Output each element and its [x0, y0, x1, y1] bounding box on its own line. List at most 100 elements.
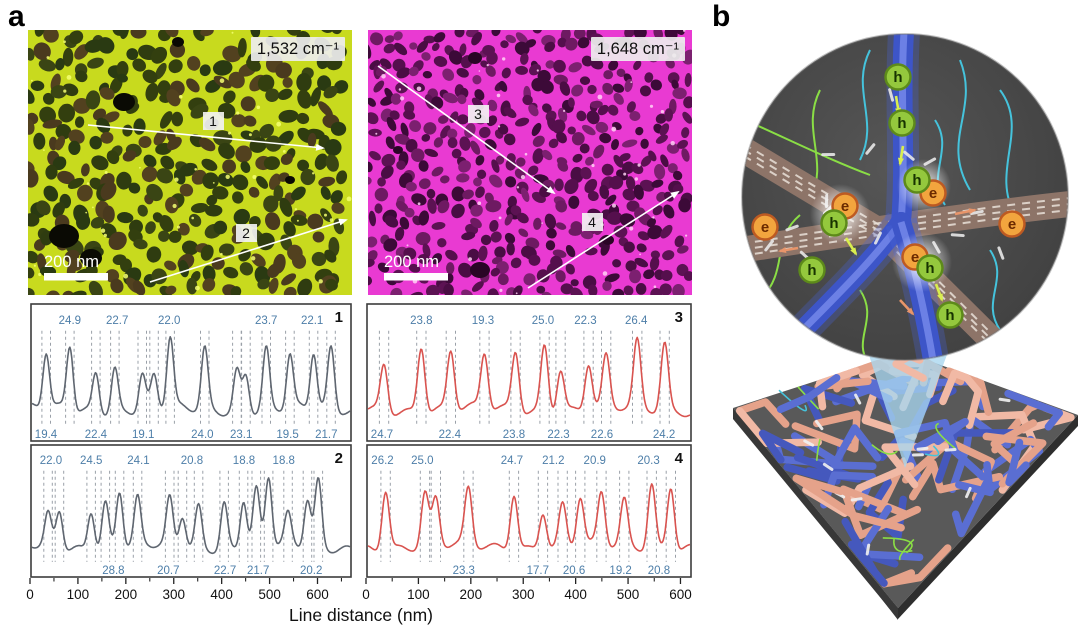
profile-line	[367, 483, 691, 552]
spacing-label: 23.7	[255, 315, 277, 327]
svg-text:e: e	[841, 198, 849, 215]
afm-image-1648: 3 4 200 nm 1,648 cm⁻¹	[368, 30, 692, 295]
svg-text:e: e	[911, 249, 919, 266]
x-tick-label: 100	[407, 587, 430, 602]
svg-text:1: 1	[209, 113, 217, 129]
spacing-label: 19.4	[35, 429, 58, 441]
scale-bar: 200 nm	[384, 253, 448, 281]
spacing-label: 22.0	[158, 315, 180, 327]
network-rods-front	[758, 352, 1064, 532]
wavenumber-label-1648: 1,648 cm⁻¹	[590, 37, 685, 61]
profile-line	[367, 336, 691, 418]
afm-texture-1532	[28, 30, 352, 295]
svg-text:h: h	[925, 260, 934, 277]
charge-flow-arrow	[778, 246, 799, 253]
spacing-label: 20.9	[584, 455, 606, 467]
x-tick-label: 200	[460, 587, 483, 602]
profile-chart-1: 24.9 22.7 22.0 23.7 22.1 19.4 22.4 19.1 24.0 23.1…	[30, 303, 352, 442]
spacing-label: 23.1	[230, 429, 252, 441]
spacing-label: 25.0	[532, 315, 554, 327]
spacing-label: 25.0	[411, 455, 433, 467]
x-tick-label: 200	[115, 587, 138, 602]
scale-bar-label: 200 nm	[44, 253, 99, 271]
wavenumber-label-1532: 1,532 cm⁻¹	[250, 37, 345, 61]
spacing-label: 22.4	[439, 429, 462, 441]
profile-line-arrow-3: 3	[377, 65, 556, 195]
profile-line-arrow-1: 1	[87, 112, 325, 151]
profile-line	[31, 477, 351, 555]
svg-text:h: h	[912, 172, 921, 189]
arrow-number-badge	[203, 112, 224, 130]
spacing-label: 24.7	[371, 429, 393, 441]
spacing-label: 24.5	[80, 455, 102, 467]
svg-text:4: 4	[588, 214, 596, 230]
svg-text:h: h	[897, 115, 906, 132]
spacing-label: 20.8	[648, 565, 670, 577]
charge-flow-arrow	[898, 145, 905, 166]
svg-text:3: 3	[474, 106, 482, 122]
chart-corner-label: 2	[335, 450, 343, 467]
spacing-label: 19.1	[132, 429, 154, 441]
afm-overlay-1532: 1 2 200 nm	[44, 112, 348, 283]
panel-b-label: b	[712, 0, 731, 33]
spacing-label: 19.2	[609, 565, 631, 577]
spacing-label: 19.3	[472, 315, 494, 327]
svg-text:e: e	[1008, 216, 1016, 233]
hole-carrier: h	[936, 301, 964, 329]
charge-flow-arrow	[844, 237, 858, 256]
svg-text:h: h	[893, 69, 902, 86]
spacing-label: 23.8	[410, 315, 432, 327]
electron-carrier: e	[998, 210, 1026, 238]
charge-flow-arrow	[899, 299, 915, 316]
x-tick-label: 0	[26, 587, 34, 602]
spacing-label: 24.7	[501, 455, 523, 467]
x-tick-label: 400	[210, 587, 233, 602]
afm-image-1532: 1 2 200 nm 1,532 cm⁻¹	[28, 30, 352, 295]
profile-line-arrow-4: 4	[527, 190, 680, 289]
zoom-light-cone	[868, 352, 948, 468]
spacing-label: 21.2	[542, 455, 564, 467]
spacing-label: 24.1	[127, 455, 149, 467]
spacing-label: 24.2	[653, 429, 675, 441]
profile-chart-2: 22.0 24.5 24.1 20.8 18.8 18.8 28.8 20.7 22.7 21.7…	[30, 444, 352, 578]
hole-carrier: h	[903, 166, 931, 194]
spacing-label: 20.8	[181, 455, 203, 467]
svg-text:2: 2	[242, 225, 250, 241]
spacing-label: 20.3	[637, 455, 659, 467]
x-tick-label: 600	[669, 587, 692, 602]
scale-bar-label: 200 nm	[384, 253, 439, 271]
spacing-label: 26.2	[371, 455, 393, 467]
hole-carrier: h	[916, 254, 944, 282]
spacing-label: 22.4	[85, 429, 108, 441]
spacing-label: 22.0	[40, 455, 62, 467]
chart-corner-label: 3	[675, 309, 683, 326]
scale-bar: 200 nm	[44, 253, 108, 281]
spacing-label: 22.1	[301, 315, 323, 327]
arrow-number-badge	[468, 105, 489, 123]
x-tick-label: 100	[67, 587, 90, 602]
svg-text:e: e	[761, 219, 769, 236]
spacing-label: 22.7	[106, 315, 128, 327]
x-axis: 0 100 200 300 400 500 600 0 100 200 300 400 500 600	[26, 578, 692, 602]
spacing-label: 24.0	[191, 429, 213, 441]
electron-carrier: e	[751, 213, 779, 241]
spacing-label: 22.6	[591, 429, 613, 441]
x-tick-label: 300	[512, 587, 535, 602]
spacing-label: 22.3	[574, 315, 596, 327]
charge-flow-arrow	[934, 283, 944, 302]
spacing-label: 21.7	[315, 429, 337, 441]
spacing-label: 18.8	[273, 455, 295, 467]
x-tick-label: 400	[564, 587, 587, 602]
svg-text:e: e	[929, 185, 937, 202]
spacing-label: 23.8	[503, 429, 525, 441]
profile-chart-3: 23.8 19.3 25.0 22.3 26.4 24.7 22.4 23.8 22.3 22.6…	[366, 303, 692, 442]
afm-overlay-1648: 3 4 200 nm	[377, 65, 680, 289]
profile-line	[31, 336, 351, 417]
hole-carrier: h	[888, 109, 916, 137]
x-axis-title: Line distance (nm)	[289, 605, 433, 625]
svg-text:h: h	[945, 307, 954, 324]
spacing-label: 20.6	[563, 565, 585, 577]
